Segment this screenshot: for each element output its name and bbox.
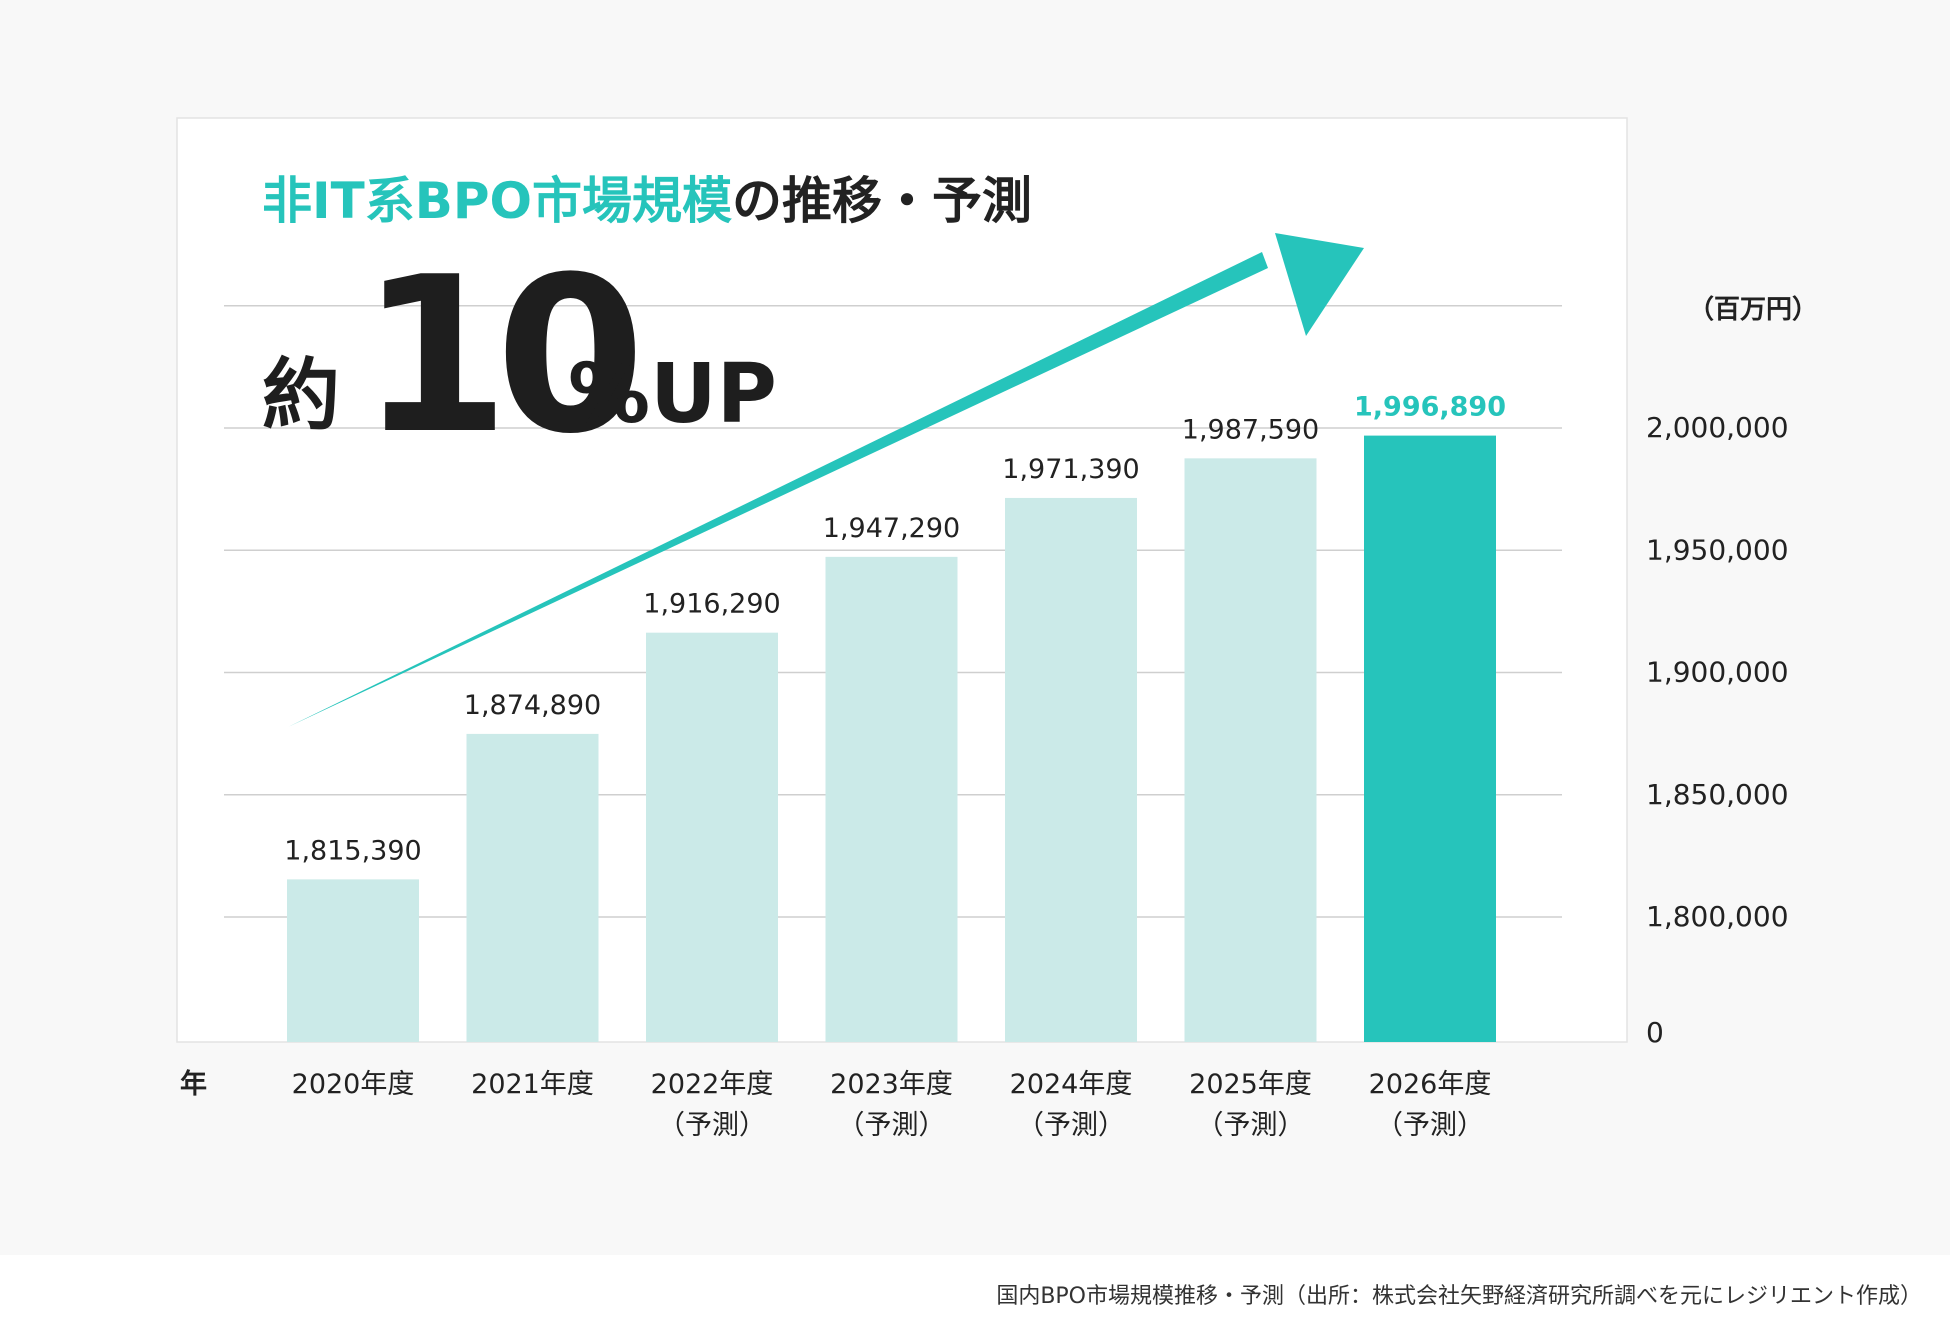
y-tick-label: 1,900,000 [1646, 656, 1789, 689]
bar-value-label: 1,947,290 [823, 513, 960, 544]
headline-number: 10 [360, 230, 636, 481]
y-tick-label: 1,850,000 [1646, 778, 1789, 811]
y-tick-label: 2,000,000 [1646, 411, 1789, 444]
headline-suffix: %UP [568, 347, 777, 442]
headline-prefix: 約 [262, 351, 340, 441]
x-tick-label: 2025年度 [1189, 1069, 1312, 1100]
source-caption: 国内BPO市場規模推移・予測（出所：株式会社矢野経済研究所調べを元にレジリエント… [996, 1284, 1922, 1309]
x-tick-sublabel: （予測） [1197, 1110, 1305, 1141]
x-tick-label: 2022年度 [651, 1069, 774, 1100]
y-axis-unit: （百万円） [1688, 295, 1818, 325]
y-axis-ticks: 1,800,000 1,850,000 1,900,000 1,950,000 2,00… [1646, 411, 1789, 1049]
x-tick-sublabel: （予測） [838, 1110, 946, 1141]
bar-value-label: 1,971,390 [1002, 454, 1139, 485]
x-tick-label: 2024年度 [1010, 1069, 1133, 1100]
y-tick-label: 1,950,000 [1646, 533, 1789, 566]
x-axis-ticks: 2020年度 2021年度 2022年度 （予測） 2023年度 （予測） 2024年度 （予… [292, 1069, 1492, 1141]
x-axis-label: 年 [180, 1068, 207, 1100]
x-tick-label: 2026年度 [1369, 1069, 1492, 1100]
y-tick-label-zero: 0 [1646, 1016, 1664, 1049]
bar-value-label: 1,874,890 [464, 690, 601, 721]
bar-value-label: 1,987,590 [1182, 414, 1319, 445]
bar-value-label: 1,815,390 [284, 835, 421, 866]
chart-title-accent: 非IT系BPO市場規模 [262, 172, 732, 230]
x-tick-sublabel: （予測） [1376, 1110, 1484, 1141]
bar-value-label: 1,916,290 [643, 589, 780, 620]
bar-value-label: 1,996,890 [1354, 392, 1506, 423]
data-labels: 1,815,390 1,874,890 1,916,290 1,947,290 1,97… [284, 392, 1506, 867]
bar [466, 733, 599, 1042]
bar [1364, 435, 1496, 1042]
bar [287, 879, 419, 1042]
bars [287, 435, 1496, 1043]
bar [646, 632, 778, 1042]
bar [1184, 458, 1317, 1043]
x-tick-sublabel: （予測） [1017, 1110, 1125, 1141]
bar [1005, 497, 1137, 1043]
bar [825, 556, 958, 1042]
x-tick-label: 2020年度 [292, 1069, 415, 1100]
x-tick-label: 2021年度 [471, 1069, 594, 1100]
x-tick-label: 2023年度 [830, 1069, 953, 1100]
chart-title: 非IT系BPO市場規模の推移・予測 [262, 172, 1032, 230]
chart-title-rest: の推移・予測 [732, 172, 1032, 230]
x-tick-sublabel: （予測） [658, 1110, 766, 1141]
trend-arrow-icon [288, 233, 1364, 727]
y-tick-label: 1,800,000 [1646, 900, 1789, 933]
footer-band [0, 1255, 1950, 1330]
